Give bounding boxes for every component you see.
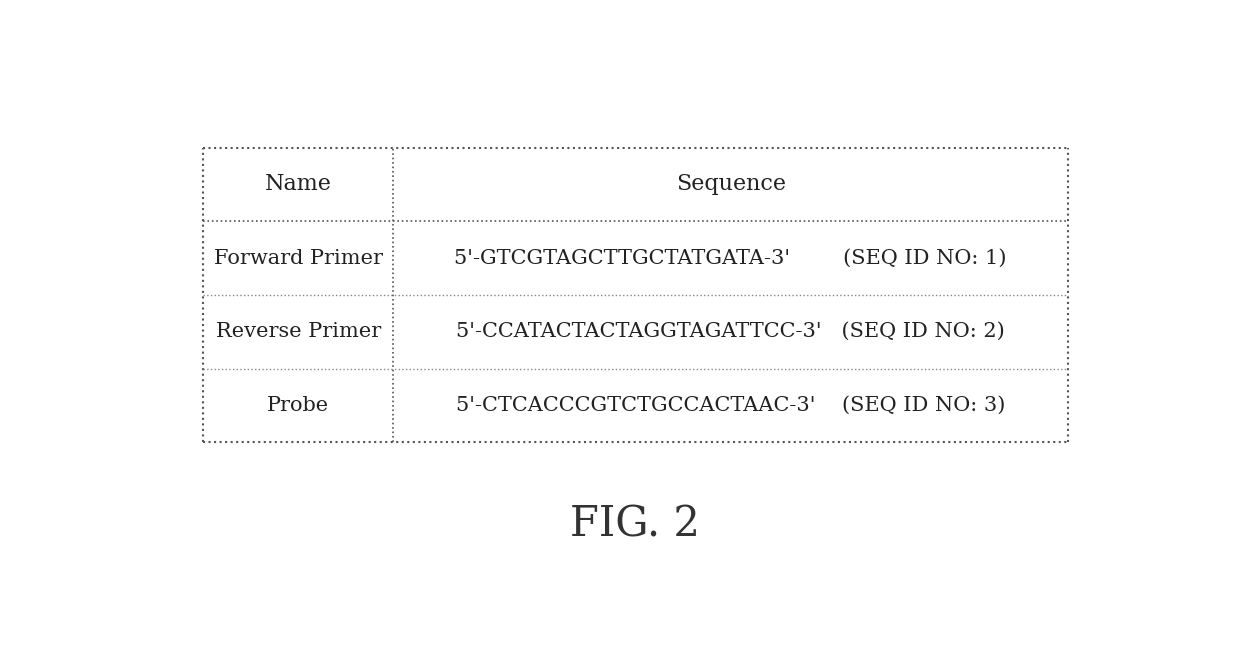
Text: Forward Primer: Forward Primer (213, 249, 383, 268)
Text: Name: Name (265, 174, 331, 195)
Bar (203, 148, 1068, 442)
Text: FIG. 2: FIG. 2 (570, 504, 701, 546)
Text: 5'-CCATACTACTAGGTAGATTCC-3'   (SEQ ID NO: 2): 5'-CCATACTACTAGGTAGATTCC-3' (SEQ ID NO: … (456, 322, 1004, 342)
Text: Reverse Primer: Reverse Primer (216, 322, 381, 342)
Text: 5'-GTCGTAGCTTGCTATGATA-3'        (SEQ ID NO: 1): 5'-GTCGTAGCTTGCTATGATA-3' (SEQ ID NO: 1) (454, 249, 1007, 268)
Text: 5'-CTCACCCGTCTGCCACTAAC-3'    (SEQ ID NO: 3): 5'-CTCACCCGTCTGCCACTAAC-3' (SEQ ID NO: 3… (456, 396, 1006, 415)
Text: Probe: Probe (267, 396, 330, 415)
Text: Sequence: Sequence (676, 174, 786, 195)
